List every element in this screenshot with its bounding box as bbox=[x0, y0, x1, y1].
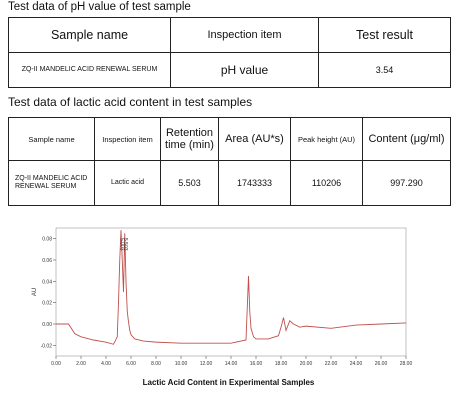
ph-table-row: ZQ-II MANDELIC ACID RENEWAL SERUM pH val… bbox=[8, 52, 451, 88]
x-tick-label: 22.00 bbox=[325, 361, 338, 367]
y-tick-label: 0.00 bbox=[42, 322, 52, 328]
x-tick-label: 8.00 bbox=[151, 361, 161, 367]
x-tick-label: 0.00 bbox=[51, 361, 61, 367]
lactic-cell-retention-time: 5.503 bbox=[160, 160, 219, 206]
lactic-cell-peak-height: 110206 bbox=[290, 160, 363, 206]
ph-table: Sample name Inspection item Test result … bbox=[8, 17, 451, 88]
y-tick-label: 0.02 bbox=[42, 301, 52, 307]
x-tick-label: 26.00 bbox=[375, 361, 388, 367]
lactic-cell-sample-name: ZQ-II MANDELIC ACID RENEWAL SERUM bbox=[8, 160, 95, 206]
y-tick-label: -0.02 bbox=[41, 343, 53, 349]
x-tick-label: 12.00 bbox=[200, 361, 213, 367]
x-tick-label: 6.00 bbox=[126, 361, 136, 367]
x-tick-label: 4.00 bbox=[101, 361, 111, 367]
x-tick-label: 14.00 bbox=[225, 361, 238, 367]
x-tick-label: 2.00 bbox=[76, 361, 86, 367]
ph-header-inspection-item: Inspection item bbox=[170, 17, 319, 53]
x-tick-label: 10.00 bbox=[175, 361, 188, 367]
lactic-table-header-row: Sample name Inspection item Retention ti… bbox=[8, 117, 451, 161]
ph-header-sample-name: Sample name bbox=[8, 17, 171, 53]
lactic-table: Sample name Inspection item Retention ti… bbox=[8, 117, 451, 206]
lactic-header-inspection-item: Inspection item bbox=[94, 117, 161, 161]
ph-cell-inspection-item: pH value bbox=[170, 52, 319, 88]
lactic-header-content: Content (μg/ml) bbox=[362, 117, 451, 161]
chromatogram-svg: -0.02 0.00 0.02 0.04 0.06 0.08 0.00 2.00 4.00 6.0… bbox=[32, 227, 413, 367]
y-tick-label: 0.08 bbox=[42, 237, 52, 243]
ph-cell-test-result: 3.54 bbox=[318, 52, 451, 88]
x-tick-label: 24.00 bbox=[350, 361, 363, 367]
ph-header-test-result: Test result bbox=[318, 17, 451, 53]
lactic-cell-content: 997.290 bbox=[362, 160, 451, 206]
y-tick-label: 0.04 bbox=[42, 279, 52, 285]
lactic-header-peak-height: Peak height (AU) bbox=[290, 117, 363, 161]
ph-table-header-row: Sample name Inspection item Test result bbox=[8, 17, 451, 53]
x-tick-label: 20.00 bbox=[300, 361, 313, 367]
lactic-header-retention-time: Retention time (min) bbox=[160, 117, 219, 161]
lactic-cell-area: 1743333 bbox=[218, 160, 291, 206]
y-tick-label: 0.06 bbox=[42, 258, 52, 264]
x-tick-label: 28.00 bbox=[400, 361, 413, 367]
chart-caption: Lactic Acid Content in Experimental Samp… bbox=[142, 378, 315, 387]
peak-label: 5.503 bbox=[122, 238, 128, 251]
lactic-table-title: Test data of lactic acid content in test… bbox=[8, 95, 253, 109]
x-tick-label: 18.00 bbox=[275, 361, 288, 367]
y-axis-label: AU bbox=[32, 288, 38, 296]
lactic-table-row: ZQ-II MANDELIC ACID RENEWAL SERUM Lactic… bbox=[8, 160, 451, 206]
lactic-header-sample-name: Sample name bbox=[8, 117, 95, 161]
lactic-header-area: Area (AU*s) bbox=[218, 117, 291, 161]
chromatogram-chart: -0.02 0.00 0.02 0.04 0.06 0.08 0.00 2.00 4.00 6.0… bbox=[30, 222, 415, 372]
peak-label: 5.003 bbox=[118, 238, 124, 251]
lactic-cell-inspection-item: Lactic acid bbox=[94, 160, 161, 206]
ph-cell-sample-name: ZQ-II MANDELIC ACID RENEWAL SERUM bbox=[8, 52, 171, 88]
plot-frame bbox=[55, 227, 407, 357]
x-tick-label: 16.00 bbox=[250, 361, 263, 367]
chromatogram-trace bbox=[56, 230, 407, 345]
ph-table-title: Test data of pH value of test sample bbox=[8, 1, 191, 13]
